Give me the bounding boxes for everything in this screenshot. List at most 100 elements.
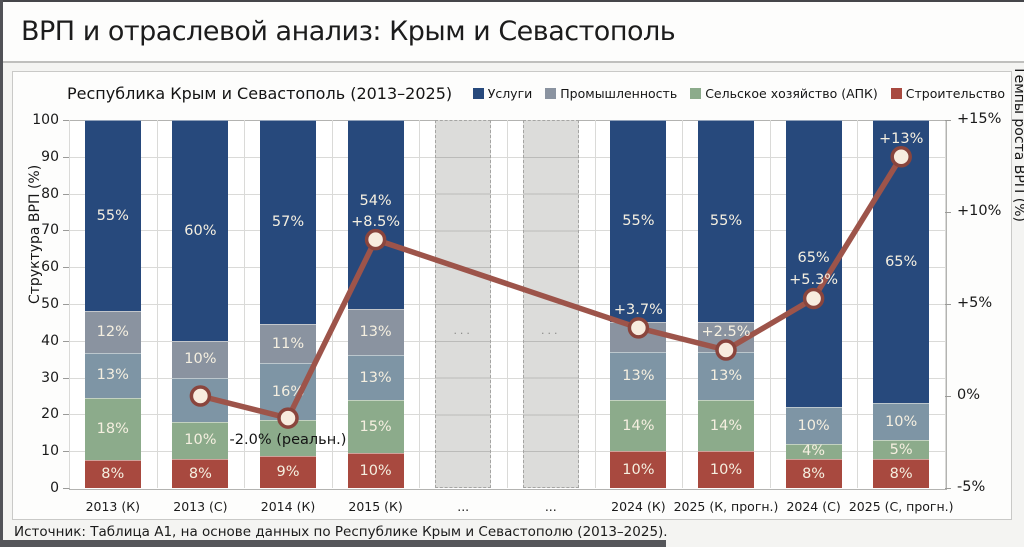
grid-line-v bbox=[331, 120, 333, 488]
y-tick bbox=[63, 304, 69, 305]
segment-label: 5% bbox=[889, 441, 913, 458]
line-marker bbox=[802, 287, 825, 310]
bar-segment: 18% bbox=[84, 397, 141, 461]
bar-segment: 13% bbox=[610, 351, 667, 400]
bar-segment: 60% bbox=[172, 120, 229, 341]
bar-segment: 9% bbox=[260, 455, 316, 488]
y-tick-label: 60 bbox=[41, 259, 59, 276]
segment-label: 57% bbox=[271, 214, 305, 231]
legend-swatch-icon bbox=[545, 88, 557, 99]
segment-label: 10% bbox=[184, 432, 217, 449]
segment-label: 13% bbox=[96, 367, 129, 384]
y-tick-label: 80 bbox=[41, 185, 59, 202]
x-tick-label: 2024 (С) bbox=[786, 499, 841, 514]
x-tick-label: 2013 (С) bbox=[173, 499, 228, 514]
segment-label: 18% bbox=[96, 421, 129, 438]
x-tick-label: 2024 (К) bbox=[611, 499, 666, 514]
grid-line-v bbox=[69, 120, 70, 488]
segment-label: 10% bbox=[184, 351, 217, 368]
y-tick-label: 10 bbox=[41, 443, 59, 460]
y-tick-label: 40 bbox=[41, 332, 59, 349]
legend-item: Промышленность bbox=[545, 86, 677, 101]
bottom-bar bbox=[0, 540, 666, 547]
segment-label: 9% bbox=[276, 464, 300, 481]
segment-label: 65% bbox=[885, 253, 918, 270]
legend-label: Строительство bbox=[905, 86, 1005, 101]
bar-segment: 55% bbox=[84, 120, 141, 311]
bar-segment: 14% bbox=[610, 399, 667, 452]
segment-label: 14% bbox=[622, 417, 655, 434]
bar-segment: 55% bbox=[698, 120, 754, 323]
page-title: ВРП и отраслевой анализ: Крым и Севастоп… bbox=[21, 16, 676, 47]
segment-label: 8% bbox=[101, 466, 125, 483]
right-tick-label: +10% bbox=[957, 203, 1002, 219]
line-annotation: -2.0% (реальн.) bbox=[229, 431, 347, 448]
bar-segment: 10% bbox=[873, 403, 930, 441]
grid-line-v bbox=[156, 120, 158, 488]
legend-label: Услуги bbox=[487, 86, 533, 101]
bar-segment: 5% bbox=[873, 440, 930, 459]
line-marker bbox=[189, 385, 212, 407]
y-tick bbox=[63, 377, 69, 379]
right-tick-label: +15% bbox=[957, 111, 1002, 127]
line-marker bbox=[627, 317, 650, 339]
bar-segment: 10% bbox=[347, 452, 404, 488]
y-tick bbox=[63, 414, 69, 416]
ellipsis-dots: ... bbox=[453, 323, 473, 337]
grid-line-v bbox=[594, 120, 596, 488]
right-tick bbox=[945, 212, 951, 213]
x-tick-label: 2014 (К) bbox=[260, 499, 316, 514]
segment-label: 13% bbox=[359, 324, 392, 341]
segment-label: 14% bbox=[709, 417, 743, 434]
line-annotation: +13% bbox=[878, 130, 924, 147]
legend-item: Сельское хозяйство (АПК) bbox=[690, 86, 878, 101]
y-tick-label: 90 bbox=[41, 148, 59, 165]
right-tick-label: 0% bbox=[957, 387, 981, 403]
bar-segment: 8% bbox=[172, 458, 229, 488]
segment-label: 4% bbox=[802, 443, 826, 460]
y-tick bbox=[63, 267, 69, 269]
chart-legend: Услуги Промышленность Сельское хозяйство (… bbox=[472, 86, 1005, 101]
right-tick-label: +5% bbox=[957, 295, 993, 311]
legend-swatch-icon bbox=[890, 88, 902, 99]
segment-label: 55% bbox=[709, 213, 743, 230]
y-tick-label: 100 bbox=[32, 112, 59, 128]
bar-segment: 14% bbox=[698, 399, 754, 452]
y-tick bbox=[63, 451, 69, 453]
bar-segment: 8% bbox=[873, 458, 930, 488]
x-tick-label: 2015 (К) bbox=[348, 499, 403, 514]
segment-label: 10% bbox=[359, 462, 392, 479]
y-tick bbox=[63, 340, 69, 342]
x-tick-label: 2013 (К) bbox=[85, 499, 140, 514]
x-tick-label: 2025 (С, прогн.) bbox=[848, 499, 954, 514]
legend-label: Промышленность bbox=[560, 86, 678, 101]
segment-label: 12% bbox=[96, 324, 129, 341]
y-tick-label: 30 bbox=[41, 369, 59, 386]
bar-segment: 15% bbox=[347, 400, 404, 453]
y-tick bbox=[63, 193, 69, 195]
x-tick-label: ... bbox=[544, 499, 557, 514]
bar-segment: 10% bbox=[610, 451, 667, 488]
bar-segment: 10% bbox=[785, 407, 842, 444]
bar-segment: 65% bbox=[785, 120, 842, 408]
right-tick bbox=[945, 488, 951, 489]
segment-label: 8% bbox=[802, 465, 826, 482]
right-tick bbox=[945, 304, 951, 305]
segment-label: 13% bbox=[709, 367, 743, 384]
y-tick-label: 50 bbox=[41, 296, 59, 312]
segment-label: 16% bbox=[271, 383, 305, 400]
grid-line-v bbox=[507, 120, 508, 488]
bar-segment: 13% bbox=[347, 354, 404, 401]
y-tick bbox=[63, 230, 69, 232]
bar-segment: 8% bbox=[785, 458, 842, 488]
grid-line-v bbox=[682, 120, 684, 488]
bar-segment: 10% bbox=[698, 451, 754, 488]
grid-line-v bbox=[857, 120, 859, 488]
line-annotation: +8.5% bbox=[351, 213, 401, 230]
line-marker bbox=[364, 228, 387, 251]
bar-segment: 4% bbox=[785, 443, 842, 460]
line-marker bbox=[715, 339, 737, 361]
growth-line-chart bbox=[189, 146, 912, 429]
y-tick-label: 70 bbox=[41, 222, 59, 239]
bar-segment: 57% bbox=[260, 120, 316, 324]
